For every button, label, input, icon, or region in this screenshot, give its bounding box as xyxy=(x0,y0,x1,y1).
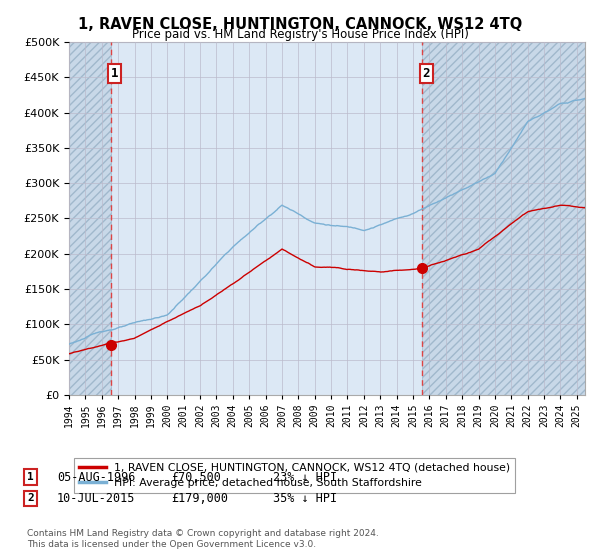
Bar xyxy=(69,42,111,395)
Text: Contains HM Land Registry data © Crown copyright and database right 2024.
This d: Contains HM Land Registry data © Crown c… xyxy=(27,529,379,549)
Legend: 1, RAVEN CLOSE, HUNTINGTON, CANNOCK, WS12 4TQ (detached house), HPI: Average pri: 1, RAVEN CLOSE, HUNTINGTON, CANNOCK, WS1… xyxy=(74,459,515,492)
Text: 2: 2 xyxy=(27,493,34,503)
Text: 35% ↓ HPI: 35% ↓ HPI xyxy=(273,492,337,505)
Text: 1, RAVEN CLOSE, HUNTINGTON, CANNOCK, WS12 4TQ: 1, RAVEN CLOSE, HUNTINGTON, CANNOCK, WS1… xyxy=(78,17,522,32)
Text: 2: 2 xyxy=(422,67,430,80)
Text: £179,000: £179,000 xyxy=(171,492,228,505)
Text: 23% ↓ HPI: 23% ↓ HPI xyxy=(273,470,337,484)
Text: £70,500: £70,500 xyxy=(171,470,221,484)
Bar xyxy=(422,42,585,395)
Text: Price paid vs. HM Land Registry's House Price Index (HPI): Price paid vs. HM Land Registry's House … xyxy=(131,28,469,41)
Text: 05-AUG-1996: 05-AUG-1996 xyxy=(57,470,136,484)
Text: 10-JUL-2015: 10-JUL-2015 xyxy=(57,492,136,505)
Text: 1: 1 xyxy=(27,472,34,482)
Text: 1: 1 xyxy=(111,67,118,80)
